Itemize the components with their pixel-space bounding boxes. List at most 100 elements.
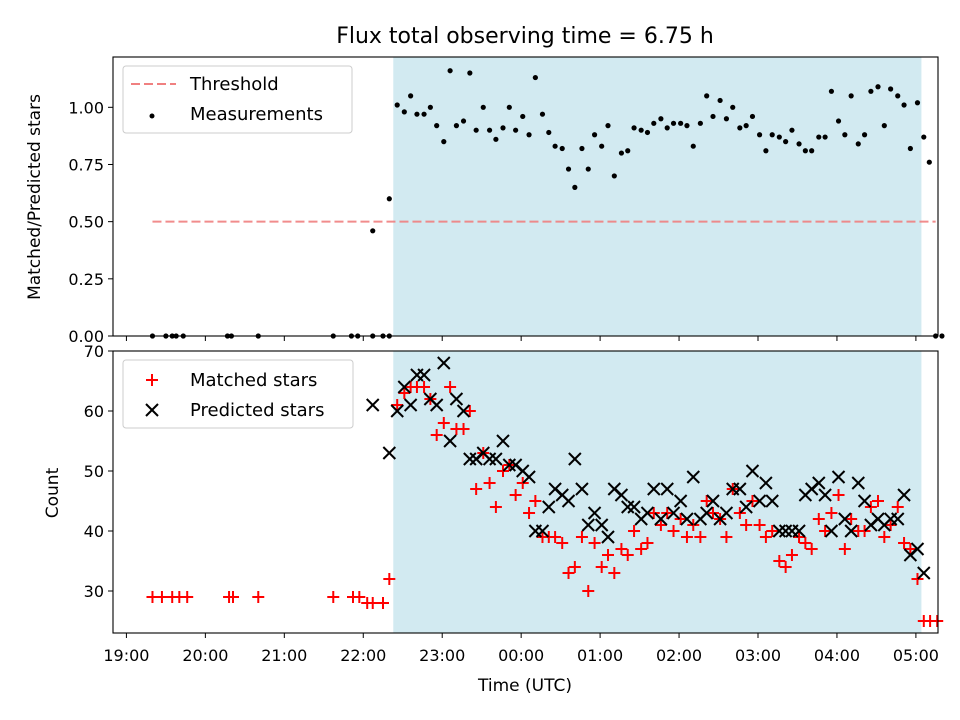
matched-star-point (398, 387, 411, 399)
measurement-point (506, 104, 512, 110)
measurement-point (460, 118, 467, 124)
measurement-point (828, 88, 835, 94)
measurement-point (559, 145, 565, 152)
matched-star-point (575, 531, 588, 543)
measurement-point (704, 93, 710, 99)
matched-star-point (608, 567, 621, 579)
measurement-point (447, 68, 453, 74)
matched-star-point (227, 591, 239, 603)
predicted-star-point (778, 524, 793, 538)
matched-star-point (497, 465, 509, 477)
ratio-y-tick-label: 0.00 (68, 327, 104, 346)
legend-measurements-swatch (149, 113, 155, 119)
matched-star-point (582, 585, 595, 597)
matched-star-point (812, 513, 825, 525)
measurement-point (401, 109, 407, 115)
matched-star-point (353, 591, 366, 603)
ratio-panel-frame (112, 56, 939, 337)
predicted-star-point (739, 500, 753, 514)
matched-star-point (181, 591, 194, 603)
predicted-star-point (699, 506, 714, 520)
matched-star-point (252, 591, 265, 603)
count-y-ticks: 30 40 50 60 70 (84, 342, 113, 601)
matched-star-point (647, 507, 660, 519)
matched-star-point (733, 507, 746, 519)
measurement-point (539, 111, 546, 117)
measurement-point (763, 148, 769, 154)
chart-title: Flux total observing time = 6.75 h (336, 24, 714, 49)
measurement-point (611, 173, 617, 179)
count-y-tick-label: 50 (84, 462, 104, 481)
predicted-star-point (654, 512, 668, 526)
matched-star-point (858, 525, 871, 537)
measurement-point (486, 127, 493, 133)
matched-star-point (383, 573, 396, 585)
measurement-point (861, 132, 868, 138)
x-tick-label: 19:00 (103, 646, 149, 665)
predicted-star-point (522, 470, 536, 484)
matched-star-point (872, 495, 884, 507)
measurement-point (875, 84, 881, 90)
predicted-star-point (733, 482, 747, 496)
matched-star-point (753, 519, 766, 531)
predicted-star-point (891, 512, 905, 526)
x-tick-label: 02:00 (656, 646, 702, 665)
matched-star-point (635, 543, 648, 555)
matched-star-point (595, 561, 608, 573)
matched-star-point (825, 507, 838, 519)
matched-star-point (694, 531, 707, 543)
measurement-point (532, 74, 538, 81)
x-tick-label: 05:00 (893, 646, 939, 665)
measurement-point (638, 127, 644, 133)
measurement-point (513, 127, 519, 133)
count-y-axis-label: Count (43, 467, 63, 518)
measurement-point (842, 132, 848, 138)
predicted-star-point (759, 476, 773, 490)
matched-star-point (366, 597, 379, 609)
measurement-point (809, 148, 815, 154)
matched-star-point (878, 531, 891, 543)
matched-star-point (568, 561, 581, 573)
matched-star-point (667, 525, 680, 537)
measurement-point (783, 139, 789, 145)
measurement-point (789, 127, 795, 133)
count-y-tick-label: 40 (84, 522, 104, 541)
measurement-point (939, 333, 945, 339)
matched-star-point (864, 501, 877, 513)
predicted-star-point (443, 434, 457, 448)
count-x-ticks: 19:00 20:00 21:00 22:00 23:00 00:00 01:00 02:00… (103, 633, 939, 665)
matched-star-point (891, 501, 904, 513)
ratio-x-ticks (125, 336, 917, 341)
x-axis-label: Time (UTC) (477, 676, 572, 696)
measurement-point (414, 111, 420, 117)
matched-star-point (391, 399, 404, 411)
matched-star-point (418, 381, 431, 393)
measurement-point (888, 86, 894, 92)
measurement-point (881, 123, 887, 129)
legend-predicted-swatch (145, 403, 159, 417)
measurement-point (408, 93, 414, 99)
measurement-point (835, 118, 842, 124)
measurement-point (690, 143, 696, 149)
measurement-point (572, 184, 578, 190)
predicted-star-point (719, 506, 734, 520)
matched-star-point (615, 543, 628, 555)
predicted-star-point (844, 524, 858, 538)
predicted-star-point (917, 566, 931, 580)
matched-star-point (819, 525, 832, 537)
matched-star-point (654, 519, 667, 531)
predicted-star-point (403, 398, 418, 412)
matched-star-point (838, 543, 851, 555)
matched-star-point (904, 543, 917, 555)
matched-star-point (931, 615, 944, 627)
predicted-star-point (851, 476, 865, 490)
predicted-star-point (614, 488, 629, 502)
predicted-star-point (587, 506, 602, 520)
measurement-point (394, 102, 400, 108)
predicted-star-point (601, 530, 615, 544)
measurement-point (678, 120, 684, 126)
matched-star-point (661, 507, 674, 519)
measurement-point (565, 166, 572, 172)
matched-star-point (509, 489, 522, 501)
measurement-point (901, 102, 907, 108)
